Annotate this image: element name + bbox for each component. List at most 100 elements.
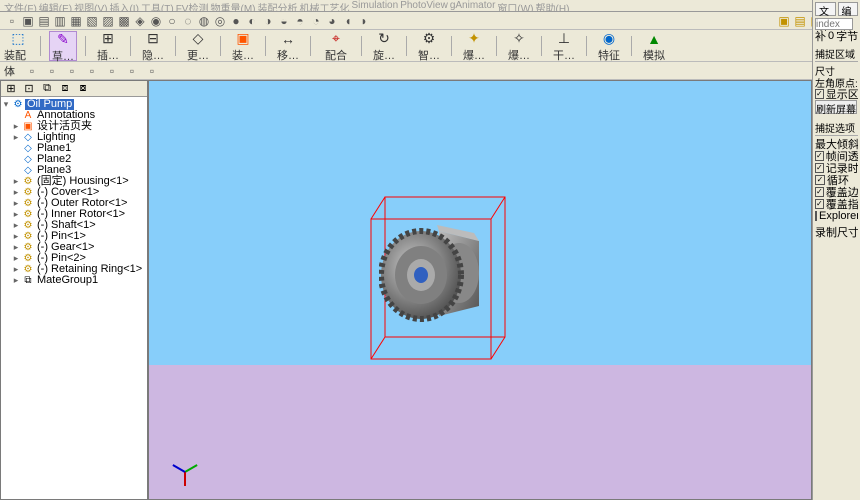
tree-tab[interactable]: ⊡: [21, 81, 37, 95]
tree-tab[interactable]: ⧉: [39, 81, 55, 95]
command-button[interactable]: ⊞ 插…: [94, 31, 122, 61]
toolbar-icon[interactable]: ◒: [276, 13, 292, 29]
menu-item[interactable]: 机械工艺化: [299, 0, 349, 11]
viewport-3d[interactable]: [148, 80, 812, 500]
expand-icon[interactable]: ▸: [11, 132, 21, 143]
command-button[interactable]: ▣ 装…: [229, 31, 257, 61]
view-icon[interactable]: ▫: [124, 63, 140, 79]
menu-item[interactable]: FV检测: [176, 0, 209, 11]
expand-icon[interactable]: ▸: [11, 264, 21, 275]
properties-tab[interactable]: 编辑: [838, 2, 859, 16]
tree-node[interactable]: ◇ Plane2: [1, 154, 147, 165]
expand-icon[interactable]: ▸: [11, 242, 21, 253]
command-button[interactable]: ◇ 更…: [184, 31, 212, 61]
view-icon[interactable]: ▫: [104, 63, 120, 79]
toolbar-icon[interactable]: ◐: [244, 13, 260, 29]
toolbar-icon[interactable]: ▩: [116, 13, 132, 29]
toolbar-icon[interactable]: ◗: [356, 13, 372, 29]
expand-icon[interactable]: ▸: [11, 176, 21, 187]
expand-icon[interactable]: ▸: [11, 121, 21, 132]
show-area-check[interactable]: ✓ 显示区域: [815, 88, 858, 100]
properties-tab[interactable]: 文件: [815, 2, 836, 16]
toolbar-icon[interactable]: ◔: [308, 13, 324, 29]
toolbar-icon[interactable]: ◓: [292, 13, 308, 29]
menu-item[interactable]: gAnimator: [450, 0, 496, 11]
expand-icon[interactable]: ▾: [1, 99, 11, 110]
option-check[interactable]: ✓ 覆盖边框: [815, 186, 858, 198]
menu-item[interactable]: 帮助(H): [536, 0, 570, 11]
view-icon[interactable]: ▫: [24, 63, 40, 79]
toolbar-icon[interactable]: ▤: [36, 13, 52, 29]
view-icon[interactable]: ▫: [84, 63, 100, 79]
command-button[interactable]: ◉ 特征: [595, 31, 623, 61]
toolbar-icon[interactable]: ▧: [84, 13, 100, 29]
tree-tab[interactable]: ⧈: [57, 81, 73, 95]
expand-icon[interactable]: ▸: [11, 275, 21, 286]
menu-item[interactable]: 文件(F): [4, 0, 37, 11]
tree-node[interactable]: ◇ Plane1: [1, 143, 147, 154]
view-icon[interactable]: ▫: [144, 63, 160, 79]
node-icon: ◇: [21, 143, 35, 154]
toolbar-icon[interactable]: ●: [228, 13, 244, 29]
toolbar-icon[interactable]: ▤: [792, 13, 808, 29]
option-check[interactable]: ✓ 记录时间: [815, 162, 858, 174]
command-button[interactable]: ▲ 模拟: [640, 31, 668, 61]
command-button[interactable]: ✎ 草…: [49, 31, 77, 61]
option-check[interactable]: ✓ 循环: [815, 174, 858, 186]
tree-tab[interactable]: ⊞: [3, 81, 19, 95]
tree-tab[interactable]: ⧇: [75, 81, 91, 95]
menu-item[interactable]: 工具(T): [141, 0, 174, 11]
menu-item[interactable]: 插入(I): [109, 0, 138, 11]
option-check[interactable]: ✓ 帧间透明: [815, 150, 858, 162]
toolbar-icon[interactable]: ◍: [196, 13, 212, 29]
expand-icon[interactable]: ▸: [11, 231, 21, 242]
option-check[interactable]: Explorer: [815, 210, 858, 222]
toolbar-icon[interactable]: ▫: [4, 13, 20, 29]
expand-icon[interactable]: ▸: [11, 198, 21, 209]
toolbar-icon[interactable]: ▥: [52, 13, 68, 29]
expand-icon[interactable]: ▸: [11, 253, 21, 264]
command-button[interactable]: ⊟ 隐…: [139, 31, 167, 61]
tree-node[interactable]: ▸ ⧉ MateGroup1: [1, 275, 147, 286]
menu-item[interactable]: 装配分析: [257, 0, 297, 11]
index-input[interactable]: [815, 18, 853, 30]
node-icon: ◇: [21, 132, 35, 143]
command-button[interactable]: ✦ 爆…: [460, 31, 488, 61]
toolbar-icon[interactable]: ◈: [132, 13, 148, 29]
tree-node[interactable]: ▸ ◇ Lighting: [1, 132, 147, 143]
orientation-triad[interactable]: [169, 457, 199, 487]
menu-item[interactable]: 窗口(W): [497, 0, 533, 11]
view-icon[interactable]: ▫: [4, 63, 20, 79]
command-button[interactable]: ↔ 移…: [274, 31, 302, 61]
toolbar-icon[interactable]: ◖: [340, 13, 356, 29]
menu-item[interactable]: 物重量(M): [210, 0, 255, 11]
toolbar-icon[interactable]: ◎: [212, 13, 228, 29]
toolbar-icon[interactable]: ◑: [260, 13, 276, 29]
menu-item[interactable]: PhotoView: [400, 0, 448, 11]
toolbar-icon[interactable]: ▣: [20, 13, 36, 29]
command-button[interactable]: ⬚ 装配体: [4, 31, 32, 61]
toolbar-icon[interactable]: ◌: [180, 13, 196, 29]
command-label: 草…: [52, 48, 74, 64]
expand-icon[interactable]: ▸: [11, 187, 21, 198]
view-icon[interactable]: ▫: [64, 63, 80, 79]
expand-icon[interactable]: ▸: [11, 209, 21, 220]
toolbar-icon[interactable]: ▣: [776, 13, 792, 29]
menu-item[interactable]: 视图(V): [74, 0, 107, 11]
option-check[interactable]: ✓ 覆盖指针: [815, 198, 858, 210]
command-button[interactable]: ⊥ 干…: [550, 31, 578, 61]
menu-item[interactable]: Simulation: [351, 0, 398, 11]
toolbar-icon[interactable]: ▨: [100, 13, 116, 29]
refresh-screen-button[interactable]: 刷新屏幕: [815, 100, 857, 114]
mate-button[interactable]: ⌖ 配合: [319, 31, 353, 61]
command-button[interactable]: ↻ 旋…: [370, 31, 398, 61]
toolbar-icon[interactable]: ○: [164, 13, 180, 29]
toolbar-icon[interactable]: ◕: [324, 13, 340, 29]
command-button[interactable]: ⚙ 智…: [415, 31, 443, 61]
command-button[interactable]: ✧ 爆…: [505, 31, 533, 61]
menu-item[interactable]: 编辑(E): [39, 0, 72, 11]
view-icon[interactable]: ▫: [44, 63, 60, 79]
toolbar-icon[interactable]: ◉: [148, 13, 164, 29]
toolbar-icon[interactable]: ▦: [68, 13, 84, 29]
expand-icon[interactable]: ▸: [11, 220, 21, 231]
